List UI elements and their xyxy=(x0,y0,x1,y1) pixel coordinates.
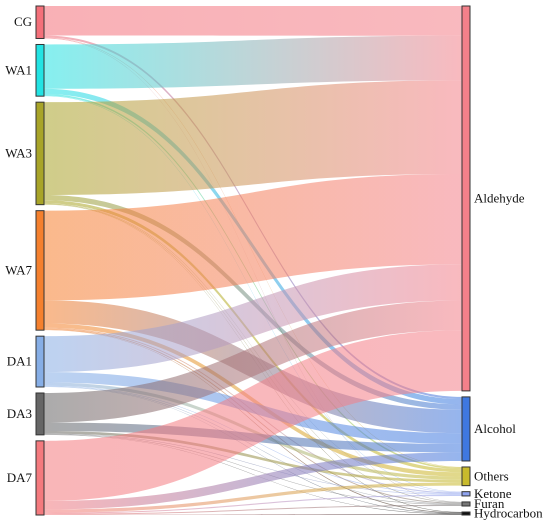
label-ketone: Ketone xyxy=(474,486,512,501)
link-da7-furan xyxy=(44,504,462,515)
node-aldehyde xyxy=(461,5,471,392)
node-da7 xyxy=(35,440,45,516)
label-cg: CG xyxy=(14,14,32,29)
link-da3-others xyxy=(44,430,462,483)
label-wa3: WA3 xyxy=(5,145,32,160)
label-others: Others xyxy=(474,468,509,483)
label-wa7: WA7 xyxy=(5,262,32,277)
node-hydrocarbon xyxy=(461,511,471,516)
node-alcohol xyxy=(461,396,471,462)
labels-layer: CG WA1 WA3 WA7 DA1 DA3 DA7 Aldehyde Alcohol Other… xyxy=(5,14,543,520)
link-wa7-aldehyde xyxy=(44,173,462,301)
node-ketone xyxy=(461,491,471,497)
link-wa1-aldehyde xyxy=(44,35,462,89)
node-da1 xyxy=(35,335,45,388)
link-da7-aldehyde xyxy=(44,330,462,501)
link-da3-ketone xyxy=(44,433,462,495)
node-others xyxy=(461,466,471,487)
node-wa1 xyxy=(35,43,45,97)
links-layer xyxy=(44,6,462,515)
link-wa3-aldehyde xyxy=(44,80,462,195)
link-da3-furan xyxy=(44,434,462,505)
node-furan xyxy=(461,501,471,507)
node-wa3 xyxy=(35,101,45,206)
nodes-layer xyxy=(35,5,471,516)
label-hydrocarbon: Hydrocarbon xyxy=(474,506,543,521)
node-da3 xyxy=(35,392,45,436)
label-da7: DA7 xyxy=(7,470,33,485)
link-da7-ketone xyxy=(44,494,462,514)
link-wa1-ketone xyxy=(44,95,462,493)
label-da1: DA1 xyxy=(7,354,32,369)
link-da7-alcohol xyxy=(44,452,462,510)
node-wa7 xyxy=(35,210,45,331)
link-da3-aldehyde xyxy=(44,300,462,423)
link-da7-others xyxy=(44,482,462,513)
link-da7-hydrocarbon xyxy=(44,514,462,515)
link-da1-aldehyde xyxy=(44,264,462,373)
label-da3: DA3 xyxy=(7,406,32,421)
label-furan: Furan xyxy=(474,496,505,511)
label-aldehyde: Aldehyde xyxy=(474,190,525,205)
link-cg-aldehyde xyxy=(44,6,462,36)
node-cg xyxy=(35,5,45,39)
link-da1-hydrocarbon xyxy=(44,386,462,514)
label-wa1: WA1 xyxy=(5,62,32,77)
link-wa3-others xyxy=(44,200,462,473)
label-alcohol: Alcohol xyxy=(474,421,516,436)
link-da3-hydrocarbon xyxy=(44,434,462,515)
